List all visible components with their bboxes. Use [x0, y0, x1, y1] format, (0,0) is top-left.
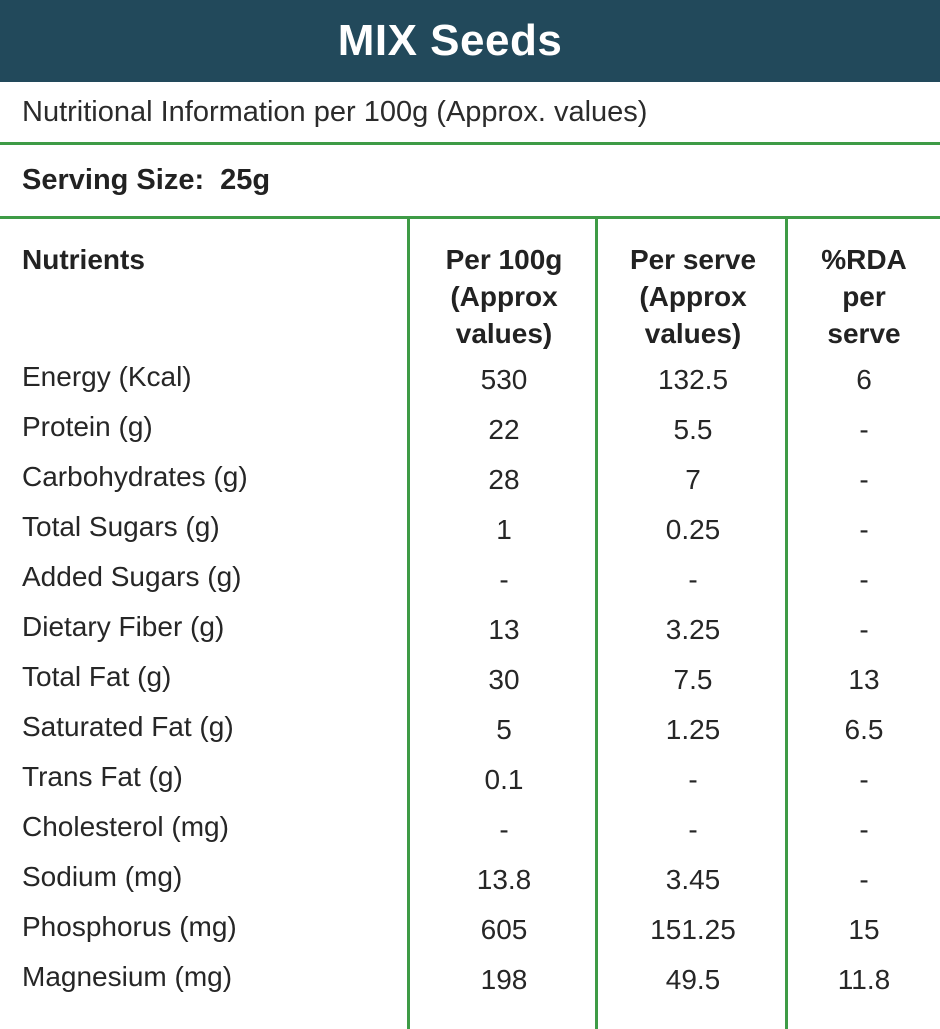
table-row: Carbohydrates (g) 28 7 -: [0, 452, 940, 502]
rda-value: -: [859, 464, 869, 495]
nutrient-name: Carbohydrates (g): [22, 461, 248, 492]
per-100g-value: 30: [488, 664, 520, 695]
per-100g-value: 605: [480, 914, 528, 945]
table-row: Protein (g) 22 5.5 -: [0, 402, 940, 452]
per-100g-value: 13: [488, 614, 520, 645]
header-per-serve: Per serve (Approx values): [629, 244, 757, 349]
rda-value: 6: [856, 364, 872, 395]
per-100g-value: -: [499, 814, 509, 845]
per-100g-value: 22: [488, 414, 520, 445]
per-100g-value: -: [499, 564, 509, 595]
per-100g-value: 530: [480, 364, 528, 395]
per-100g-value: 13.8: [476, 864, 532, 895]
nutrient-name: Total Sugars (g): [22, 511, 220, 542]
per-serve-value: 151.25: [650, 914, 736, 945]
per-serve-value: 7: [685, 464, 701, 495]
per-100g-value: 198: [480, 964, 528, 995]
nutrient-name: Total Fat (g): [22, 661, 172, 692]
title-banner: MIX Seeds: [0, 0, 940, 82]
per-serve-value: 49.5: [665, 964, 721, 995]
table-row: Total Fat (g) 30 7.5 13: [0, 652, 940, 702]
table-row: Dietary Fiber (g) 13 3.25 -: [0, 602, 940, 652]
rda-value: -: [859, 864, 869, 895]
nutrient-name: Magnesium (mg): [22, 961, 233, 992]
rda-value: -: [859, 614, 869, 645]
rda-value: 11.8: [837, 964, 891, 995]
rda-value: 6.5: [844, 714, 884, 745]
column-divider-1: [407, 219, 410, 1029]
per-serve-value: -: [688, 764, 698, 795]
nutrient-name: Phosphorus (mg): [22, 911, 237, 942]
table-row: Saturated Fat (g) 5 1.25 6.5: [0, 702, 940, 752]
table-row: Phosphorus (mg) 605 151.25 15: [0, 902, 940, 952]
per-serve-value: 3.25: [665, 614, 721, 645]
table-row: Added Sugars (g) - - -: [0, 552, 940, 602]
rda-value: -: [859, 514, 869, 545]
serving-size-value: 25g: [220, 164, 271, 196]
divider-top: [0, 142, 940, 145]
header-per-100g: Per 100g (Approx values): [445, 244, 563, 349]
column-divider-2: [595, 219, 598, 1029]
per-100g-value: 0.1: [484, 764, 524, 795]
nutrient-name: Sodium (mg): [22, 861, 183, 892]
nutritional-info-heading: Nutritional Information per 100g (Approx…: [22, 95, 648, 128]
table-row: Trans Fat (g) 0.1 - -: [0, 752, 940, 802]
nutrient-name: Saturated Fat (g): [22, 711, 234, 742]
table-row: Cholesterol (mg) - - -: [0, 802, 940, 852]
rda-value: -: [859, 764, 869, 795]
per-serve-value: 1.25: [665, 714, 721, 745]
nutrition-table: Nutrients Per 100g (Approx values) Per s…: [0, 219, 940, 1029]
product-title: MIX Seeds: [337, 16, 563, 65]
column-divider-3: [785, 219, 788, 1029]
rda-value: -: [859, 814, 869, 845]
rda-value: -: [859, 564, 869, 595]
nutrient-name: Added Sugars (g): [22, 561, 242, 592]
header-rda-per-serve: %RDA per serve: [821, 244, 907, 349]
rda-value: 15: [848, 914, 880, 945]
header-nutrients: Nutrients: [22, 244, 145, 275]
per-100g-value: 5: [496, 714, 512, 745]
nutrient-name: Energy (Kcal): [22, 361, 192, 392]
table-header-row: Nutrients Per 100g (Approx values) Per s…: [0, 219, 940, 352]
rda-value: 13: [848, 664, 880, 695]
per-100g-value: 1: [496, 514, 512, 545]
nutrient-name: Cholesterol (mg): [22, 811, 229, 842]
divider-table-top: [0, 216, 940, 219]
serving-size-band: Serving Size: 25g: [0, 145, 940, 216]
per-serve-value: 3.45: [665, 864, 721, 895]
per-serve-value: -: [688, 564, 698, 595]
rda-value: -: [859, 414, 869, 445]
per-serve-value: 132.5: [657, 364, 729, 395]
per-serve-value: -: [688, 814, 698, 845]
subtitle-band: Nutritional Information per 100g (Approx…: [0, 82, 940, 142]
per-100g-value: 28: [488, 464, 520, 495]
table-row: Sodium (mg) 13.8 3.45 -: [0, 852, 940, 902]
per-serve-value: 7.5: [673, 664, 713, 695]
nutrient-name: Trans Fat (g): [22, 761, 183, 792]
table-row: Energy (Kcal) 530 132.5 6: [0, 352, 940, 402]
nutrient-name: Dietary Fiber (g): [22, 611, 225, 642]
nutrient-name: Protein (g): [22, 411, 153, 442]
per-serve-value: 5.5: [673, 414, 713, 445]
table-row: Total Sugars (g) 1 0.25 -: [0, 502, 940, 552]
per-serve-value: 0.25: [665, 514, 721, 545]
table-row: Magnesium (mg) 198 49.5 11.8: [0, 952, 940, 1002]
serving-size-label: Serving Size:: [22, 164, 205, 196]
